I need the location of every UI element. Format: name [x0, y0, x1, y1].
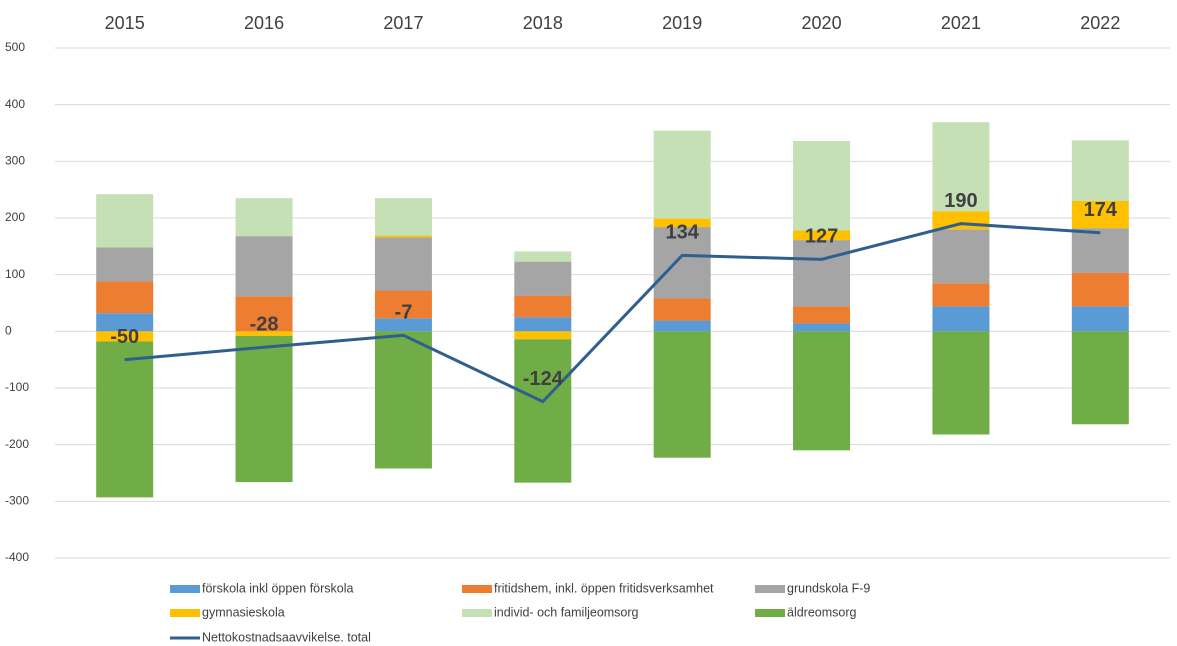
y-tick-label: 200	[5, 210, 25, 224]
line	[124, 222, 1101, 404]
legend-swatch	[755, 609, 785, 617]
bar-segment	[932, 229, 990, 284]
bar-segment	[514, 331, 572, 340]
bar-segment	[793, 230, 851, 241]
data-label: -28	[250, 313, 279, 335]
legend-swatch	[170, 585, 200, 593]
bar-segment	[1071, 228, 1129, 273]
data-label: -7	[395, 302, 413, 324]
y-tick-label: 400	[5, 97, 25, 111]
bar-segment	[1071, 331, 1129, 425]
bar-segment	[514, 339, 572, 483]
data-label: 127	[805, 226, 838, 248]
bar-segment	[374, 331, 432, 469]
legend-label: gymnasieskola	[202, 605, 285, 619]
bar-segment	[235, 198, 293, 237]
bar-segment	[235, 236, 293, 297]
bar-segment	[1071, 306, 1129, 332]
data-label: -50	[110, 326, 139, 348]
bar-segment	[653, 331, 711, 458]
legend-label: grundskola F-9	[787, 581, 870, 595]
bar-segment	[514, 251, 572, 262]
data-label: 190	[944, 190, 977, 212]
y-tick-label: 500	[5, 40, 25, 54]
bar-segment	[653, 320, 711, 332]
legend-swatch	[462, 609, 492, 617]
bar-segment	[96, 313, 154, 332]
bar-segment	[374, 237, 432, 291]
y-tick-label: 0	[5, 324, 12, 338]
y-tick-label: -400	[5, 550, 29, 564]
bar-segment	[514, 261, 572, 296]
bar-segment	[793, 140, 851, 231]
bar-segment	[793, 306, 851, 324]
x-tick-label: 2020	[802, 13, 842, 33]
bar-segment	[932, 331, 990, 435]
y-tick-label: -100	[5, 380, 29, 394]
bar-segment	[96, 281, 154, 314]
data-label: -124	[523, 368, 564, 390]
bar-segment	[793, 331, 851, 451]
bar-segment	[932, 211, 990, 230]
x-tick-label: 2019	[662, 13, 702, 33]
y-tick-label: 100	[5, 267, 25, 281]
legend-swatch	[462, 585, 492, 593]
bar-segment	[96, 341, 154, 498]
x-tick-label: 2022	[1080, 13, 1120, 33]
bar-segment	[235, 296, 293, 332]
y-tick-label: -200	[5, 437, 29, 451]
legend-label: förskola inkl öppen förskola	[202, 581, 354, 595]
bar-segment	[793, 240, 851, 307]
bar-segment	[374, 235, 432, 238]
y-tick-label: 300	[5, 154, 25, 168]
bar-segment	[1071, 272, 1129, 307]
bar-segment	[514, 317, 572, 332]
x-tick-label: 2015	[105, 13, 145, 33]
x-tick-label: 2017	[383, 13, 423, 33]
data-label: 174	[1084, 199, 1118, 221]
bar-segment	[793, 323, 851, 332]
bar-segment	[932, 122, 990, 212]
bar-segment	[374, 318, 432, 332]
data-label: 134	[666, 222, 700, 244]
bar-segment	[653, 218, 711, 228]
bar-segment	[374, 198, 432, 236]
bar-segment	[653, 130, 711, 219]
bar-segment	[374, 290, 432, 319]
x-tick-label: 2016	[244, 13, 284, 33]
bar-segment	[96, 331, 154, 342]
bar-segment	[1071, 140, 1129, 201]
bar-segment	[932, 283, 990, 307]
bar-segment	[653, 298, 711, 321]
bar-segment	[96, 194, 154, 248]
y-tick-label: -300	[5, 494, 29, 508]
x-tick-label: 2021	[941, 13, 981, 33]
legend-label: äldreomsorg	[787, 605, 857, 619]
legend-swatch	[755, 585, 785, 593]
legend-swatch	[170, 609, 200, 617]
x-tick-label: 2018	[523, 13, 563, 33]
bar-segment	[96, 247, 154, 282]
legend-label: individ- och familjeomsorg	[494, 605, 639, 619]
bar-segment	[514, 295, 572, 318]
bar-segment	[235, 331, 293, 336]
legend-label: fritidshem, inkl. öppen fritidsverksamhe…	[494, 581, 714, 595]
legend-label: Nettokostnadsaavvikelse. total	[202, 630, 371, 644]
bar-segment	[932, 306, 990, 332]
bar-segment	[653, 227, 711, 299]
bar-segment	[235, 335, 293, 483]
bar-segment	[1071, 201, 1129, 229]
